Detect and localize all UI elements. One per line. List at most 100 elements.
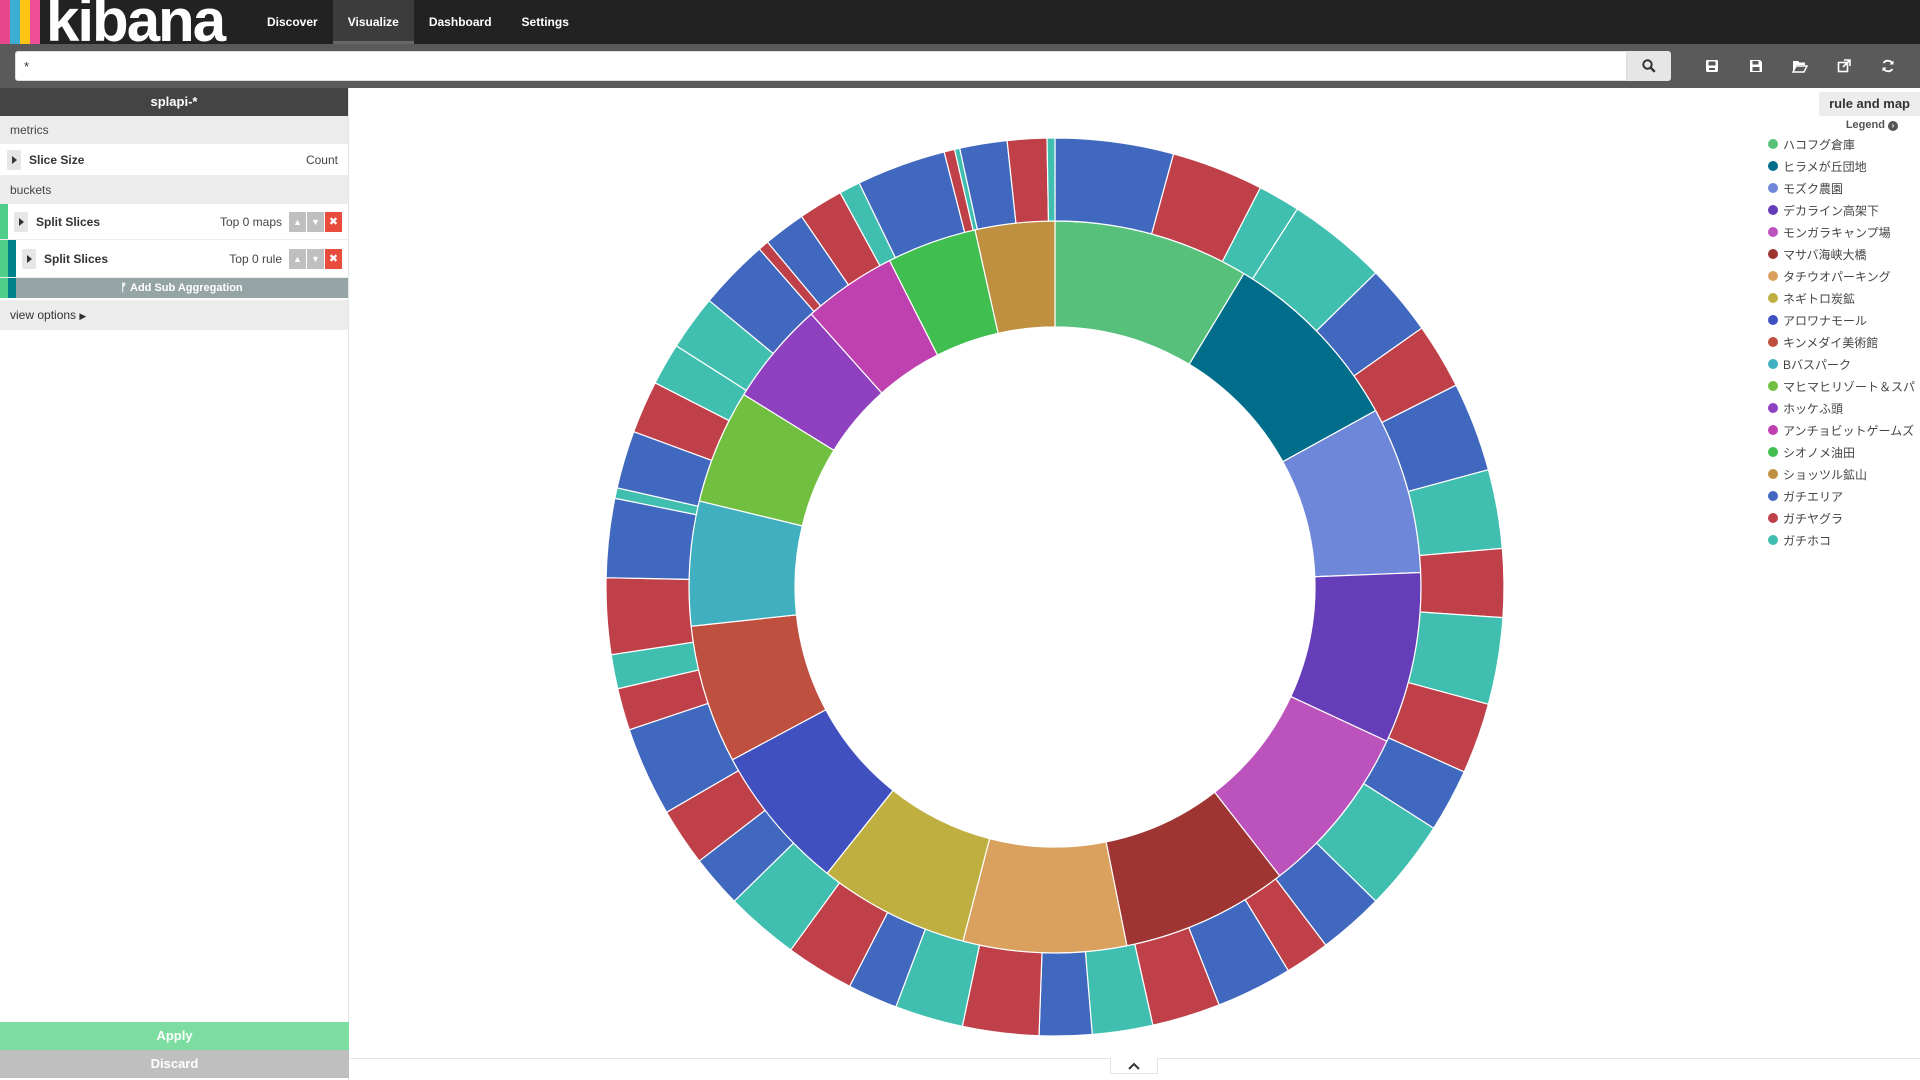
legend-label: アロワナモール <box>1783 313 1868 328</box>
legend-item[interactable]: アンチョビットゲームズ <box>1768 419 1920 441</box>
save-button[interactable] <box>1734 51 1778 81</box>
remove-bucket-button[interactable]: ✖ <box>325 248 342 269</box>
view-options-toggle[interactable]: view options ▶ <box>0 300 348 330</box>
legend-item[interactable]: ガチヤグラ <box>1768 507 1920 529</box>
legend-label: モンガラキャンプ場 <box>1783 225 1891 240</box>
legend-label: ハコフグ倉庫 <box>1783 137 1856 152</box>
expand-caret-icon[interactable] <box>7 149 21 170</box>
logo-stripe <box>10 0 20 44</box>
legend-toggle-icon: › <box>1888 121 1898 131</box>
search-input[interactable] <box>15 51 1627 81</box>
expand-caret-icon[interactable] <box>22 248 36 269</box>
legend-item[interactable]: ショッツル鉱山 <box>1768 463 1920 485</box>
move-down-button[interactable]: ▼ <box>307 211 324 232</box>
legend-swatch <box>1768 271 1778 281</box>
legend-item[interactable]: ネギトロ炭鉱 <box>1768 287 1920 309</box>
collapse-spy-button[interactable] <box>1110 1058 1158 1074</box>
legend-item[interactable]: ガチエリア <box>1768 485 1920 507</box>
chart-legend: ハコフグ倉庫ヒラメが丘団地 モズク農園デカライン高架下 モンガラキャンプ場マサバ海峡… <box>1768 133 1920 551</box>
save-icon <box>1750 60 1762 72</box>
search-icon <box>1642 59 1656 73</box>
share-button[interactable] <box>1822 51 1866 81</box>
legend-item[interactable]: ハコフグ倉庫 <box>1768 133 1920 155</box>
legend-swatch <box>1768 359 1778 369</box>
legend-label: ガチエリア <box>1783 489 1844 504</box>
bucket-row-rule[interactable]: Split Slices Top 0 rule ▲ ▼ ✖ <box>0 240 348 278</box>
bucket-color-stripe <box>8 278 16 298</box>
legend-item[interactable]: モズク農園 <box>1768 177 1920 199</box>
add-sub-wrap: ᚠ Add Sub Aggregation <box>0 278 348 298</box>
legend-swatch <box>1768 183 1778 193</box>
metric-row[interactable]: Slice Size Count <box>0 144 348 176</box>
nav-settings[interactable]: Settings <box>521 15 569 29</box>
apply-button[interactable]: Apply <box>0 1022 349 1050</box>
metrics-header: metrics <box>0 116 348 144</box>
legend-item[interactable]: Bバスパーク <box>1768 353 1920 375</box>
caret-right-icon: ▶ <box>79 311 87 321</box>
bucket-row-maps[interactable]: Split Slices Top 0 maps ▲ ▼ ✖ <box>0 204 348 240</box>
metric-value: Count <box>305 152 338 167</box>
inner-slice[interactable] <box>962 837 1128 954</box>
legend-label: シオノメ油田 <box>1783 445 1856 460</box>
legend-item[interactable]: マサバ海峡大橋 <box>1768 243 1920 265</box>
legend-swatch <box>1768 381 1778 391</box>
bucket-summary: Top 0 rule <box>229 251 282 266</box>
open-button[interactable] <box>1778 51 1822 81</box>
move-up-button[interactable]: ▲ <box>289 211 306 232</box>
nav-visualize[interactable]: Visualize <box>332 0 414 44</box>
nav-discover[interactable]: Discover <box>267 15 318 29</box>
query-bar <box>0 44 1920 88</box>
index-pattern-title: splapi-* <box>0 88 348 116</box>
legend-item[interactable]: アロワナモール <box>1768 309 1920 331</box>
expand-caret-icon[interactable] <box>14 211 28 232</box>
discard-button[interactable]: Discard <box>0 1050 349 1078</box>
metric-label: Slice Size <box>29 152 85 167</box>
legend-item[interactable]: キンメダイ美術館 <box>1768 331 1920 353</box>
legend-label: デカライン高架下 <box>1783 203 1880 218</box>
legend-item[interactable]: ガチホコ <box>1768 529 1920 551</box>
bucket-color-stripe <box>0 204 8 239</box>
legend-swatch <box>1768 513 1778 523</box>
bucket-color-stripe <box>0 240 8 277</box>
legend-toggle-label: Legend <box>1845 119 1885 131</box>
legend-item[interactable]: モンガラキャンプ場 <box>1768 221 1920 243</box>
legend-item[interactable]: シオノメ油田 <box>1768 441 1920 463</box>
outer-slice[interactable] <box>1046 137 1056 222</box>
new-visualization-button[interactable] <box>1690 51 1734 81</box>
new-visualization-icon <box>1706 60 1718 72</box>
kibana-logo[interactable]: kibana <box>0 0 252 44</box>
legend-swatch <box>1768 293 1778 303</box>
logo-wordmark: kibana <box>46 0 226 44</box>
legend-swatch <box>1768 535 1778 545</box>
outer-slice[interactable] <box>605 577 694 656</box>
visualize-sidebar: splapi-* metrics Slice Size Count bucket… <box>0 88 349 1080</box>
outer-slice[interactable] <box>1038 951 1093 1037</box>
nav-dashboard[interactable]: Dashboard <box>428 15 492 29</box>
legend-swatch <box>1768 337 1778 347</box>
legend-item[interactable]: デカライン高架下 <box>1768 199 1920 221</box>
refresh-button[interactable] <box>1866 51 1910 81</box>
add-sub-aggregation-button[interactable]: ᚠ Add Sub Aggregation <box>15 278 348 298</box>
bucket-summary: Top 0 maps <box>219 214 282 229</box>
chevron-up-icon <box>1128 1062 1140 1070</box>
legend-swatch <box>1768 403 1778 413</box>
legend-item[interactable]: マヒマヒリゾート＆スパ <box>1768 375 1920 397</box>
move-up-button[interactable]: ▲ <box>289 248 306 269</box>
legend-item[interactable]: ホッケふ頭 <box>1768 397 1920 419</box>
logo-stripe <box>20 0 30 44</box>
branch-icon: ᚠ <box>120 282 130 294</box>
chart-title: rule and map <box>1819 92 1920 116</box>
legend-label: Bバスパーク <box>1783 357 1852 372</box>
legend-swatch <box>1768 139 1778 149</box>
share-icon <box>1837 59 1851 73</box>
legend-toggle[interactable]: Legend › <box>1846 119 1898 131</box>
buckets-header: buckets <box>0 176 348 204</box>
search-button[interactable] <box>1627 51 1671 81</box>
remove-bucket-button[interactable]: ✖ <box>325 211 342 232</box>
bucket-color-stripe <box>0 278 8 298</box>
legend-swatch <box>1768 315 1778 325</box>
legend-item[interactable]: ヒラメが丘団地 <box>1768 155 1920 177</box>
legend-item[interactable]: タチウオパーキング <box>1768 265 1920 287</box>
move-down-button[interactable]: ▼ <box>307 248 324 269</box>
outer-slice[interactable] <box>1418 547 1505 619</box>
